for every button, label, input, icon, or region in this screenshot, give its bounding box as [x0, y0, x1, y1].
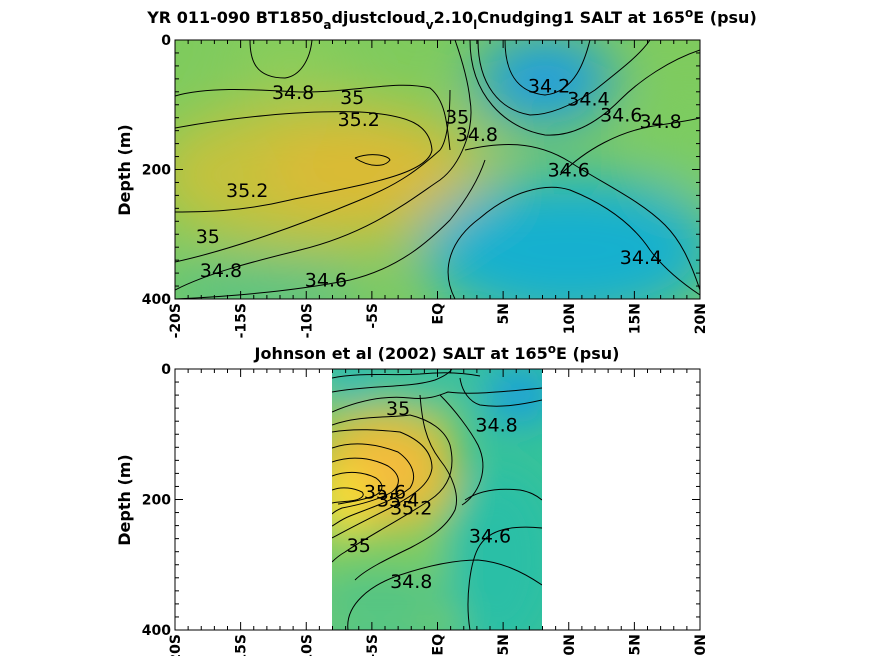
y-tick-label: 200 — [142, 163, 171, 179]
contour-label: 34.8 — [456, 124, 498, 146]
x-tick-label: 20N — [693, 634, 709, 656]
x-tick-label: -15S — [234, 303, 250, 338]
title-model-subscript: v — [426, 18, 434, 32]
ticks-model — [174, 39, 701, 300]
x-tick-label: 5N — [496, 634, 512, 655]
contour-label: 34.8 — [200, 260, 242, 282]
x-tick-label: -20S — [168, 303, 184, 338]
contour-label: 34.6 — [600, 104, 642, 126]
title-model-part: 2.10 — [434, 8, 473, 27]
x-tick-label: 10N — [562, 634, 578, 656]
y-tick-labels-observation: 0 200 400 — [142, 362, 171, 639]
contour-label: 35.6 — [364, 482, 406, 504]
title-model: YR 011-090 BT1850adjustcloudv2.10lCnudgi… — [146, 6, 757, 32]
ylabel-model: Depth (m) — [115, 124, 134, 216]
contour-label: 35 — [445, 106, 469, 128]
title-model-part: E (psu) — [693, 8, 757, 27]
y-tick-label: 0 — [161, 362, 171, 378]
y-tick-labels-model: 0 200 400 — [142, 33, 171, 308]
x-tick-label: EQ — [431, 303, 447, 325]
contour-label: 35.2 — [226, 180, 268, 202]
title-model-part: djustcloud — [331, 8, 425, 27]
contour-label: 34.8 — [390, 571, 432, 593]
title-observation: Johnson et al (2002) SALT at 165oE (psu) — [254, 342, 620, 363]
contour-label: 35.4 — [377, 490, 419, 512]
title-observation-part: Johnson et al (2002) SALT at 165 — [254, 344, 548, 363]
panel-observation: Johnson et al (2002) SALT at 165oE (psu) — [115, 342, 709, 656]
ticks-observation — [174, 368, 701, 631]
contour-label: 34.8 — [272, 82, 314, 104]
contour-label: 35.2 — [390, 497, 432, 519]
contour-label: 34.4 — [567, 88, 609, 110]
y-tick-label: 0 — [161, 33, 171, 49]
contour-label: 35 — [386, 398, 410, 420]
title-model-subscript: l — [473, 18, 477, 32]
contour-labels-observation: 35 34.8 35.635.435.2 34.6 35 34.8 — [347, 398, 518, 593]
x-tick-label: -15S — [234, 634, 250, 656]
x-tick-label: -5S — [365, 634, 381, 656]
x-tick-label: -10S — [299, 634, 315, 656]
contour-label: 34.8 — [475, 414, 517, 436]
x-tick-label: -20S — [168, 634, 184, 656]
contour-label: 34.6 — [469, 525, 511, 547]
x-tick-label: 10N — [562, 303, 578, 334]
contour-label: 34.8 — [639, 111, 681, 133]
heatmap-observation — [332, 369, 542, 630]
title-model-superscript: o — [685, 6, 693, 20]
x-tick-label: EQ — [431, 634, 447, 656]
x-tick-label: 20N — [693, 303, 709, 334]
title-observation-part: E (psu) — [556, 344, 620, 363]
title-model-part: Cnudging1 SALT at 165 — [477, 8, 685, 27]
title-model-subscript: a — [323, 18, 331, 32]
x-tick-labels-observation: -20S -15S -10S -5S EQ 5N 10N 15N 20N — [168, 634, 709, 656]
panel-model: YR 011-090 BT1850adjustcloudv2.10lCnudgi… — [115, 6, 757, 338]
contour-label: 35.2 — [338, 109, 380, 131]
x-tick-label: 15N — [627, 303, 643, 334]
contour-label: 35 — [196, 226, 220, 248]
y-tick-label: 400 — [142, 292, 171, 308]
contour-label: 35 — [347, 535, 371, 557]
contour-label: 34.4 — [620, 247, 662, 269]
contour-label: 34.6 — [548, 160, 590, 182]
contours-observation — [332, 369, 542, 630]
title-model-part: YR 011-090 BT1850 — [146, 8, 323, 27]
x-tick-label: -5S — [365, 303, 381, 329]
y-tick-label: 200 — [142, 493, 171, 509]
x-tick-label: 15N — [627, 634, 643, 656]
title-observation-superscript: o — [548, 342, 556, 356]
contour-label: 35 — [340, 87, 364, 109]
heatmap-model — [175, 40, 700, 299]
y-tick-label: 400 — [142, 623, 171, 639]
ylabel-observation: Depth (m) — [115, 454, 134, 546]
contour-label: 34.2 — [528, 75, 570, 97]
x-tick-labels-model: -20S -15S -10S -5S EQ 5N 10N 15N 20N — [168, 303, 709, 338]
contours-model — [175, 40, 700, 299]
x-tick-label: 5N — [496, 303, 512, 324]
x-tick-label: -10S — [299, 303, 315, 338]
contour-label: 34.6 — [305, 270, 347, 292]
